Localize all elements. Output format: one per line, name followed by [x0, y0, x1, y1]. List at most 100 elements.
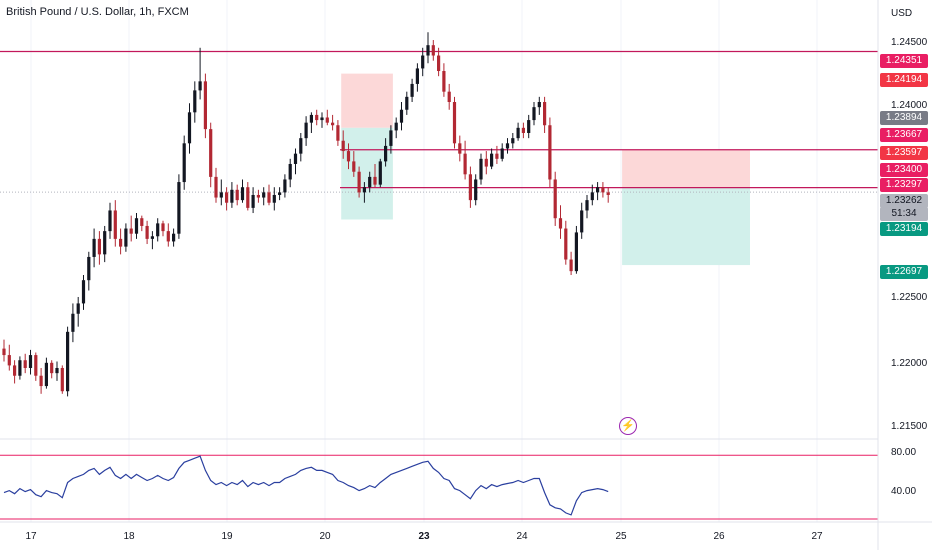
price-tag-last-price: 1.23262	[880, 194, 928, 208]
candle-body	[511, 138, 515, 144]
candle-body	[81, 280, 86, 304]
candle-body	[177, 182, 181, 234]
candle-body	[230, 189, 234, 203]
candle-body	[66, 331, 70, 392]
candle-body	[580, 210, 584, 233]
candle-body	[55, 367, 59, 374]
candle-body	[209, 129, 213, 177]
price-tag-level[interactable]: 1.23667	[880, 128, 928, 142]
candle-body	[574, 232, 578, 272]
candle-body	[585, 200, 589, 211]
candle-body	[156, 223, 160, 237]
time-label: 17	[25, 531, 37, 542]
candle-body	[288, 163, 292, 180]
candle-body	[320, 117, 324, 121]
candle-body	[346, 151, 351, 162]
price-tick: 1.22500	[891, 292, 928, 303]
candle-body	[293, 153, 298, 164]
candle-body	[421, 55, 425, 69]
candle-body	[399, 109, 404, 123]
candle-body	[44, 362, 48, 387]
rsi-tick: 80.00	[891, 447, 917, 458]
time-label: 20	[319, 531, 331, 542]
candle-body	[309, 114, 313, 123]
candle-body	[463, 153, 467, 175]
candle-body	[431, 45, 435, 56]
time-label: 24	[516, 531, 528, 542]
rsi-pane	[0, 454, 878, 520]
rsi-line	[3, 455, 609, 516]
currency-label: USD	[891, 8, 913, 19]
candle-body	[18, 360, 22, 376]
candle-body	[543, 102, 547, 126]
candle-body	[426, 45, 430, 56]
price-tag-target[interactable]: 1.22697	[880, 265, 928, 279]
candle-body	[119, 238, 123, 247]
candle-body	[341, 140, 345, 152]
candle-body	[34, 355, 38, 376]
candle-body	[410, 83, 414, 97]
candle-body	[39, 375, 43, 387]
price-tick: 1.22000	[891, 358, 928, 369]
candle-body	[527, 120, 531, 133]
candle-body	[28, 355, 33, 368]
candle-body	[516, 127, 520, 139]
candle-body	[203, 81, 207, 130]
candle-body	[521, 127, 525, 133]
candle-body	[198, 81, 202, 91]
candle-body	[219, 192, 223, 198]
candle-body	[23, 360, 27, 368]
candle-body	[596, 187, 600, 193]
candle-body	[166, 231, 170, 242]
bar-countdown: 51:34	[880, 207, 928, 221]
candle-body	[484, 158, 488, 167]
candle-body	[283, 179, 287, 193]
candle-body	[225, 192, 229, 203]
chart-title: British Pound / U.S. Dollar, 1h, FXCM	[6, 6, 189, 18]
lightning-icon[interactable]: ⚡	[619, 417, 637, 435]
candle-body	[394, 122, 398, 131]
candle-body	[490, 153, 494, 167]
candle-body	[447, 91, 451, 103]
candle-body	[172, 233, 176, 242]
price-tag-target[interactable]: 1.23194	[880, 222, 928, 236]
candle-body	[590, 192, 594, 201]
candle-body	[415, 68, 419, 84]
candle-body	[500, 148, 504, 159]
price-tag-level[interactable]: 1.23400	[880, 163, 928, 177]
candle-body	[124, 228, 128, 247]
price-tag-stop[interactable]: 1.24194	[880, 73, 928, 87]
candle-body	[373, 176, 377, 185]
candle-body	[13, 365, 17, 376]
grid	[30, 0, 818, 522]
candle-body	[479, 158, 483, 180]
candle-body	[50, 362, 54, 374]
candle-body	[505, 143, 510, 149]
time-label: 18	[123, 531, 135, 542]
candle-body	[246, 187, 250, 208]
candle-body	[92, 238, 96, 257]
candle-body	[256, 194, 260, 198]
candle-body	[87, 256, 91, 281]
candle-body	[103, 231, 107, 255]
candle-body	[214, 176, 218, 198]
candle-body	[278, 192, 282, 195]
price-tag-high[interactable]: 1.23894	[880, 111, 928, 125]
candle-body	[532, 107, 536, 121]
time-label: 25	[615, 531, 627, 542]
price-tag-horizontal-line[interactable]: 1.23597	[880, 146, 928, 160]
candle-body	[235, 189, 239, 201]
candle-body	[272, 194, 276, 203]
price-tag-horizontal-line[interactable]: 1.23297	[880, 178, 928, 192]
candle-body	[145, 225, 149, 239]
price-tag-horizontal-line[interactable]: 1.24351	[880, 54, 928, 68]
position-zones	[341, 73, 750, 266]
candle-body	[187, 112, 192, 144]
candle-body	[193, 90, 197, 113]
candles	[2, 32, 610, 397]
candle-body	[161, 223, 165, 232]
candle-body	[113, 210, 117, 239]
candle-body	[299, 138, 303, 154]
candle-body	[325, 117, 329, 123]
